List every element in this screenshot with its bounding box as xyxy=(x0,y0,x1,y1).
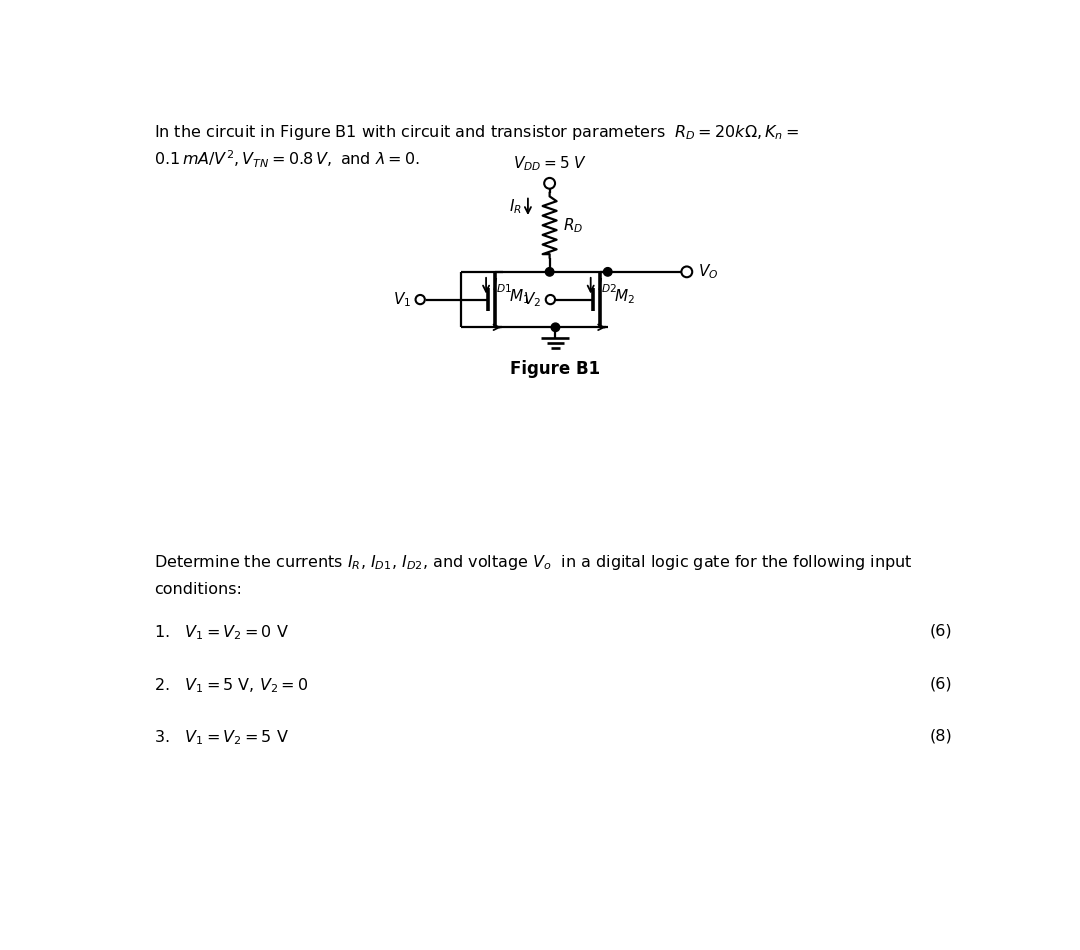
Text: $V_O$: $V_O$ xyxy=(698,262,718,281)
Circle shape xyxy=(551,323,559,332)
Text: $V_2$: $V_2$ xyxy=(523,290,541,309)
Circle shape xyxy=(604,268,612,276)
Circle shape xyxy=(545,294,555,304)
Text: $I_R$: $I_R$ xyxy=(509,198,522,217)
Text: Figure B1: Figure B1 xyxy=(511,360,600,378)
Text: 1.   $V_1 = V_2 = 0$ V: 1. $V_1 = V_2 = 0$ V xyxy=(154,624,289,642)
Text: $M_2$: $M_2$ xyxy=(613,287,635,306)
Text: 2.   $V_1 = 5$ V, $V_2 = 0$: 2. $V_1 = 5$ V, $V_2 = 0$ xyxy=(154,676,309,694)
Text: 3.   $V_1 = V_2 = 5$ V: 3. $V_1 = V_2 = 5$ V xyxy=(154,729,289,747)
Circle shape xyxy=(416,294,424,304)
Text: (6): (6) xyxy=(930,624,953,638)
Text: Determine the currents $I_R$, $I_{D1}$, $I_{D2}$, and voltage $V_o$  in a digita: Determine the currents $I_R$, $I_{D1}$, … xyxy=(154,553,913,572)
Circle shape xyxy=(545,268,554,276)
Circle shape xyxy=(544,178,555,189)
Text: conditions:: conditions: xyxy=(154,582,242,598)
Text: $M_1$: $M_1$ xyxy=(510,287,530,306)
Text: $V_{DD} = 5$ V: $V_{DD} = 5$ V xyxy=(513,154,586,173)
Text: $0.1\, mA/V^2, V_{TN} = 0.8\, V,$ and $\lambda = 0.$: $0.1\, mA/V^2, V_{TN} = 0.8\, V,$ and $\… xyxy=(154,148,420,170)
Text: $V_1$: $V_1$ xyxy=(393,290,410,309)
Text: (6): (6) xyxy=(930,676,953,691)
Text: (8): (8) xyxy=(930,729,953,744)
Text: $R_D$: $R_D$ xyxy=(563,216,583,235)
Circle shape xyxy=(681,266,692,277)
Text: In the circuit in Figure B1 with circuit and transistor parameters  $R_D = 20k\O: In the circuit in Figure B1 with circuit… xyxy=(154,124,800,142)
Text: $I_{D1}$: $I_{D1}$ xyxy=(492,276,513,295)
Text: $I_{D2}$: $I_{D2}$ xyxy=(597,276,618,295)
